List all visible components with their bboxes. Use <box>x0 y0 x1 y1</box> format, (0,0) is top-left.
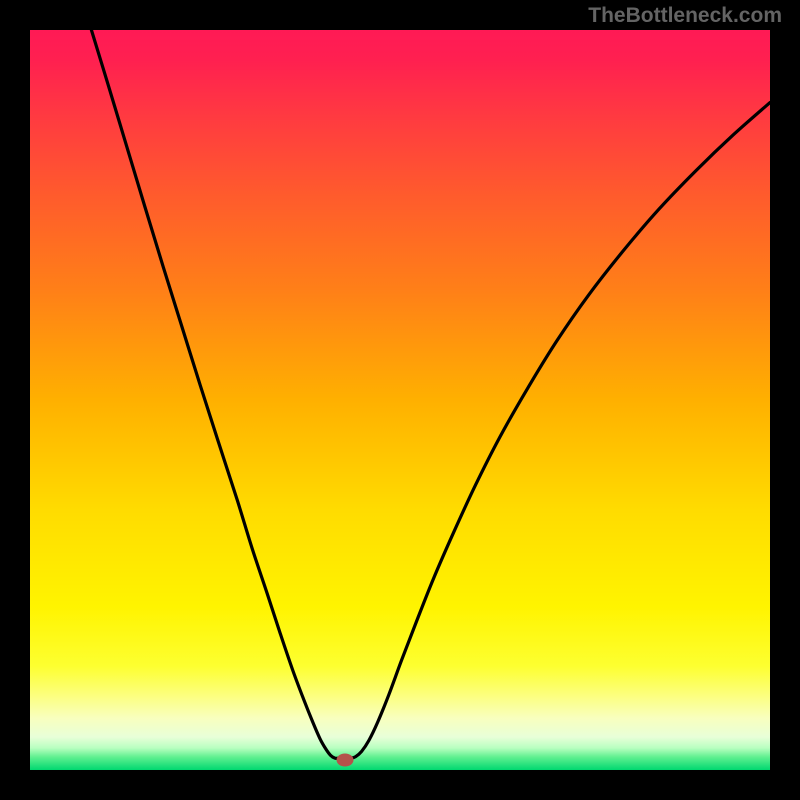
watermark-text: TheBottleneck.com <box>588 4 782 28</box>
chart-plot-area <box>30 30 770 770</box>
optimal-point-marker <box>337 753 354 766</box>
